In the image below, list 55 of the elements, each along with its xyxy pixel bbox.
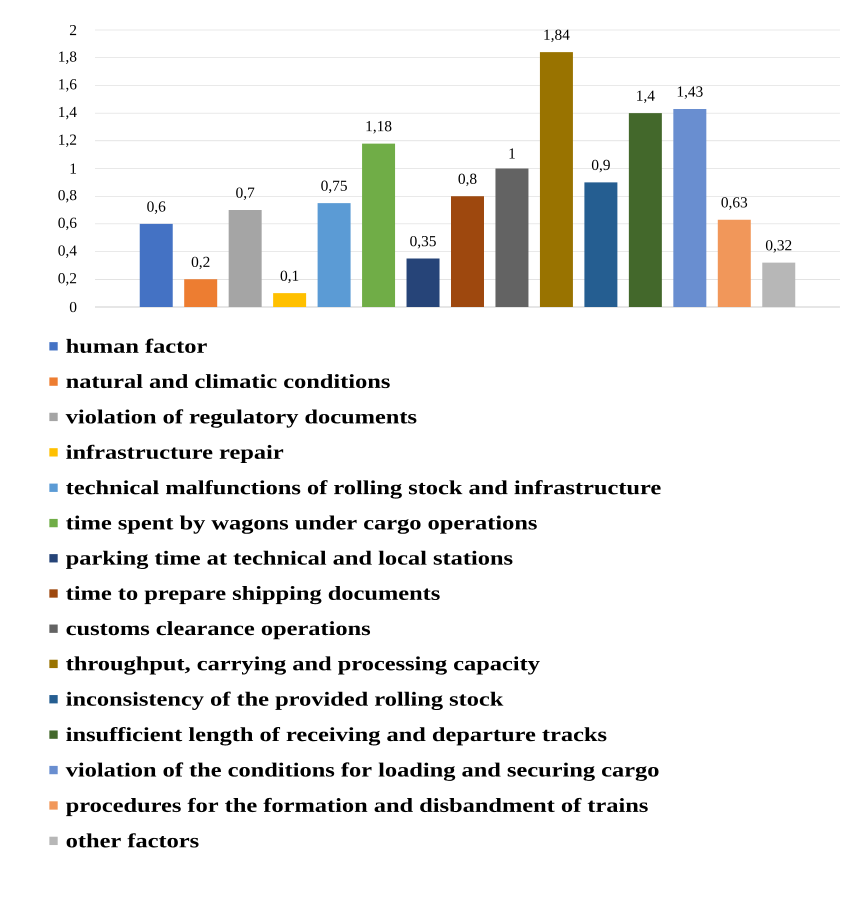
- bar: [184, 279, 218, 308]
- data-label: 0,7: [236, 187, 254, 200]
- y-tick-label: 1,6: [59, 79, 77, 92]
- legend-label: violation of the conditions for loading and securing cargo: [66, 762, 659, 781]
- legend-label: infrastructure repair: [66, 444, 284, 464]
- bar: [628, 113, 662, 308]
- data-label: 0,9: [592, 160, 610, 172]
- data-label: 0,35: [410, 236, 436, 248]
- bar: [406, 258, 440, 308]
- legend-label: insufficient length of receiving and departure tracks: [66, 726, 606, 746]
- legend-label: time spent by wagons under cargo operations: [66, 516, 537, 534]
- y-tick-label: 0: [70, 302, 76, 312]
- bar: [495, 168, 528, 308]
- y-tick-label: 2: [70, 24, 76, 36]
- y-tick-label: 1,2: [59, 134, 76, 148]
- legend-label: customs clearance operations: [66, 621, 370, 640]
- bar: [140, 224, 173, 308]
- y-tick-label: 0,2: [58, 273, 76, 286]
- legend-label: time to prepare shipping documents: [66, 586, 440, 604]
- legend-label: inconsistency of the provided rolling stock: [66, 692, 504, 710]
- legend-label: procedures for the formation and disbandment of trains: [66, 798, 648, 816]
- legend-label: throughput, carrying and processing capacity: [66, 656, 540, 675]
- y-tick-label: 1: [70, 163, 76, 174]
- data-label: 0,63: [721, 197, 748, 210]
- bar: [450, 196, 484, 308]
- y-tick-label: 0,4: [58, 245, 77, 258]
- data-label: 0,1: [280, 270, 298, 284]
- legend-label: violation of regulatory documents: [66, 409, 416, 428]
- data-label: 0,8: [458, 174, 476, 186]
- legend-label: natural and climatic conditions: [66, 374, 390, 388]
- y-tick-label: 0,8: [58, 190, 76, 202]
- legend-label: technical malfunctions of rolling stock and infrastructure: [66, 480, 661, 499]
- data-label: 0,2: [192, 256, 210, 270]
- data-label: 1,43: [678, 86, 703, 99]
- y-tick-label: 1,8: [59, 51, 76, 64]
- data-label: 0,32: [766, 240, 792, 253]
- data-label: 0,75: [321, 180, 347, 194]
- data-label: 0,6: [147, 201, 166, 214]
- bar: [718, 220, 751, 308]
- data-label: 1,4: [637, 90, 655, 104]
- data-label: 1,84: [544, 30, 570, 42]
- bar: [228, 210, 262, 308]
- data-label: 1,18: [366, 120, 392, 134]
- bar: [540, 52, 573, 308]
- legend-label: human factor: [66, 338, 207, 353]
- y-tick-label: 1,4: [59, 106, 77, 120]
- legend-label: parking time at technical and local stations: [66, 550, 512, 570]
- bar: [584, 182, 618, 308]
- bar: [318, 203, 351, 308]
- y-tick-label: 0,6: [58, 218, 77, 230]
- bar: [673, 108, 706, 308]
- legend-label: other factors: [66, 833, 199, 848]
- data-label: 1: [509, 148, 515, 158]
- bar: [362, 144, 396, 308]
- bar: [273, 293, 306, 308]
